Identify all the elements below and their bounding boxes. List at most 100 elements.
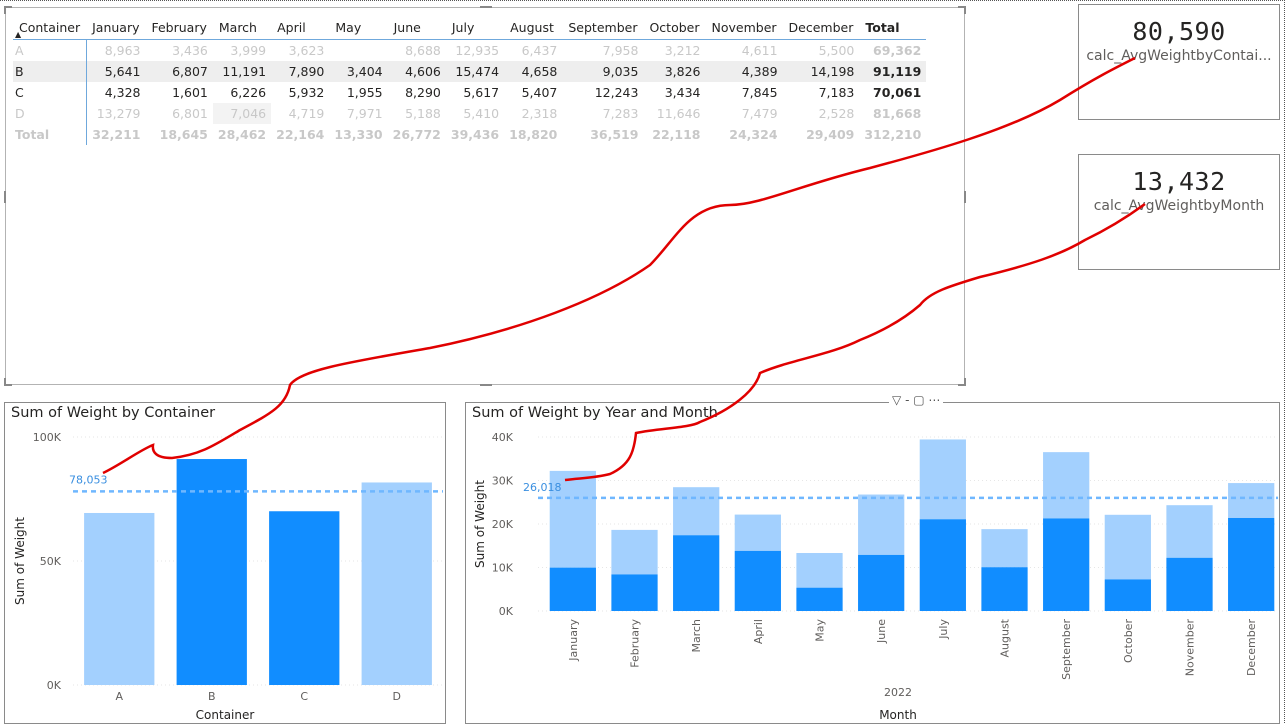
bar-segment-highlighted[interactable]: [549, 567, 596, 611]
bar-segment-highlighted[interactable]: [858, 554, 905, 611]
resize-handle[interactable]: [964, 6, 966, 14]
bar-segment-highlighted[interactable]: [734, 550, 781, 611]
bar-segment-total[interactable]: [549, 470, 596, 568]
bar-segment-total[interactable]: [611, 529, 658, 575]
bar-segment-total[interactable]: [796, 553, 843, 588]
matrix-cell[interactable]: [329, 40, 387, 62]
bar-segment-total[interactable]: [1166, 505, 1213, 558]
column-header-month[interactable]: July: [451, 19, 475, 35]
matrix-cell[interactable]: 4,611: [741, 43, 778, 58]
matrix-cell[interactable]: 5,641: [86, 61, 146, 82]
matrix-cell[interactable]: 5,617: [463, 85, 500, 100]
bar-segment-total[interactable]: [919, 439, 966, 520]
resize-handle[interactable]: [958, 6, 966, 8]
matrix-row[interactable]: A 8,963 3,436 3,999 3,623 8,688 12,935 6,437 7,9…: [13, 39, 926, 62]
matrix-cell[interactable]: 5,407: [521, 85, 558, 100]
matrix-cell[interactable]: 2,318: [521, 106, 558, 121]
bar-segment-total[interactable]: [734, 514, 781, 551]
bar[interactable]: [361, 482, 432, 685]
matrix-cell[interactable]: 14,198: [782, 61, 860, 82]
matrix-cell[interactable]: 4,606: [387, 61, 446, 82]
matrix-row[interactable]: D 13,279 6,801 7,046 4,719 7,971 5,188 5,410 2,3…: [13, 103, 926, 124]
bar[interactable]: [84, 512, 155, 685]
sort-ascending-icon[interactable]: ▲: [15, 30, 22, 39]
row-total-cell[interactable]: 69,362: [873, 43, 922, 58]
resize-handle[interactable]: [480, 384, 492, 386]
matrix-cell[interactable]: 12,243: [594, 85, 639, 100]
matrix-cell[interactable]: 4,658: [504, 61, 563, 82]
column-header-month[interactable]: February: [151, 19, 207, 35]
row-header[interactable]: C: [13, 82, 87, 103]
resize-handle[interactable]: [964, 378, 966, 386]
matrix-cell[interactable]: 6,226: [230, 85, 267, 100]
bar-segment-highlighted[interactable]: [796, 587, 843, 611]
bar-segment-highlighted[interactable]: [1043, 518, 1090, 611]
bar-segment-total[interactable]: [673, 487, 720, 536]
matrix-cell[interactable]: 11,646: [656, 106, 701, 121]
chart-weight-by-year-month[interactable]: Sum of Weight by Year and Month 0K 10K 20K…: [465, 402, 1280, 724]
matrix-cell[interactable]: 7,971: [346, 106, 383, 121]
matrix-cell[interactable]: 7,890: [271, 61, 330, 82]
bar-segment-highlighted[interactable]: [611, 574, 658, 611]
column-header-month[interactable]: June: [393, 19, 421, 35]
column-header-month[interactable]: September: [568, 19, 638, 35]
column-header-month[interactable]: January: [92, 19, 140, 35]
bar[interactable]: [269, 511, 340, 685]
column-header-month[interactable]: April: [277, 19, 306, 35]
matrix-cell[interactable]: 3,212: [664, 43, 701, 58]
card-avg-weight-by-month[interactable]: 13,432 calc_AvgWeightbyMonth: [1078, 154, 1280, 270]
column-header-container[interactable]: Container: [19, 19, 81, 35]
row-header[interactable]: A: [13, 39, 87, 61]
matrix-cell[interactable]: 6,437: [521, 43, 558, 58]
matrix-cell[interactable]: 5,188: [405, 106, 441, 121]
resize-handle[interactable]: [4, 6, 12, 8]
resize-handle[interactable]: [480, 6, 492, 8]
matrix-row[interactable]: C 4,328 1,601 6,226 5,932 1,955 8,290 5,617 5,40…: [13, 82, 926, 103]
bar-segment-highlighted[interactable]: [1104, 579, 1151, 611]
more-options-icon[interactable]: ⋯: [928, 393, 941, 407]
matrix-cell[interactable]: 3,436: [172, 43, 208, 58]
matrix-cell[interactable]: 1,601: [172, 85, 208, 100]
matrix-cell[interactable]: 12,935: [455, 43, 500, 58]
matrix-cell[interactable]: 3,434: [664, 85, 701, 100]
column-header-month[interactable]: August: [510, 19, 554, 35]
filter-icon[interactable]: ▽: [892, 393, 902, 407]
column-header-total[interactable]: Total: [865, 19, 900, 35]
matrix-cell[interactable]: 4,389: [705, 61, 783, 82]
matrix-cell[interactable]: 3,404: [329, 61, 388, 82]
matrix-cell[interactable]: 3,999: [230, 43, 267, 58]
matrix-cell[interactable]: 6,801: [172, 106, 208, 121]
matrix-cell[interactable]: 5,932: [288, 85, 325, 100]
matrix-cell[interactable]: 8,688: [405, 43, 441, 58]
matrix-cell[interactable]: 9,035: [562, 61, 644, 82]
bar-segment-highlighted[interactable]: [919, 519, 966, 611]
matrix-cell[interactable]: 7,283: [602, 106, 639, 121]
row-header[interactable]: D: [13, 103, 87, 124]
matrix-cell[interactable]: 4,719: [288, 106, 325, 121]
row-total-cell[interactable]: 81,668: [873, 106, 922, 121]
matrix-cell[interactable]: 6,807: [145, 61, 213, 82]
matrix-visual[interactable]: Container January February March April May Jun…: [4, 6, 966, 386]
resize-handle[interactable]: [4, 384, 12, 386]
bar-segment-total[interactable]: [1228, 483, 1275, 518]
focus-mode-icon[interactable]: ▢: [913, 393, 925, 407]
matrix-cell[interactable]: 3,826: [643, 61, 706, 82]
column-header-month[interactable]: March: [218, 19, 257, 35]
bar-segment-total[interactable]: [858, 494, 905, 555]
bar-segment-total[interactable]: [1104, 514, 1151, 580]
matrix-cell[interactable]: 3,623: [288, 43, 325, 58]
bar-segment-total[interactable]: [1043, 452, 1090, 519]
bar-segment-highlighted[interactable]: [1228, 517, 1275, 611]
row-total-cell[interactable]: 70,061: [873, 85, 922, 100]
matrix-cell[interactable]: 7,046: [212, 103, 272, 124]
matrix-cell[interactable]: 7,845: [741, 85, 778, 100]
resize-handle[interactable]: [4, 6, 6, 14]
bar-segment-total[interactable]: [981, 529, 1028, 568]
matrix-row[interactable]: B 5,641 6,807 11,191 7,890 3,404 4,606 15,474 4,…: [13, 61, 927, 82]
resize-handle[interactable]: [964, 191, 966, 203]
column-header-month[interactable]: December: [788, 19, 854, 35]
matrix-cell[interactable]: 7,958: [602, 43, 639, 58]
resize-handle[interactable]: [4, 378, 6, 386]
bar-segment-highlighted[interactable]: [1166, 557, 1213, 611]
bar[interactable]: [176, 459, 247, 685]
